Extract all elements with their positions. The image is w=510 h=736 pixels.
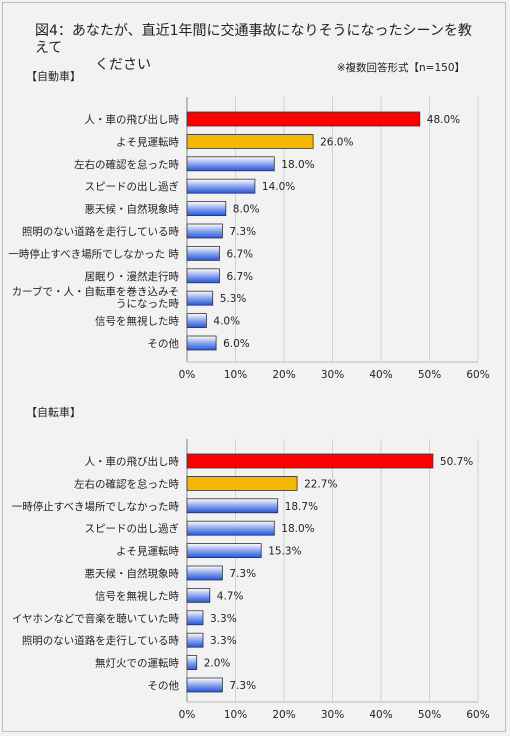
value-label: 50.7% (440, 456, 473, 468)
bar (186, 655, 198, 670)
bar (186, 520, 275, 536)
category-label: 居眠り・漫然走行時 (85, 270, 180, 283)
value-label: 48.0% (427, 114, 460, 126)
x-tick-label: 0% (179, 369, 196, 381)
value-label: 26.0% (320, 136, 353, 148)
category-label: よそ見運転時 (116, 136, 179, 148)
bar (186, 290, 214, 306)
chart-title-line2: ください (95, 57, 151, 73)
bar (186, 223, 223, 239)
x-tick-label: 30% (321, 709, 344, 721)
category-label: 信号を無視した時 (95, 589, 179, 602)
category-label: 照明のない道路を走行している時 (22, 225, 180, 238)
category-label: 人・車の飛び出し時 (85, 113, 180, 126)
bar (186, 245, 220, 261)
bar (186, 498, 279, 514)
x-tick-label: 40% (369, 709, 392, 721)
x-tick-label: 60% (466, 709, 489, 721)
bar (186, 133, 314, 149)
bar (186, 453, 434, 469)
bar (186, 111, 421, 127)
category-label: よそ見運転時 (116, 546, 179, 558)
value-label: 18.7% (285, 501, 318, 513)
category-label: その他 (148, 679, 180, 692)
bar (186, 156, 275, 172)
category-label: カーブで・人・自転車を巻き込みそうになった時 (12, 285, 180, 310)
x-tick-label: 10% (224, 369, 247, 381)
category-label: 一時停止すべき場所でしなかった 時 (8, 247, 179, 260)
value-label: 8.0% (233, 204, 260, 216)
category-label: 左右の確認を怠った時 (74, 158, 179, 171)
value-label: 18.0% (281, 523, 314, 535)
category-label: 無灯火での運転時 (95, 657, 179, 670)
category-label: 左右の確認を怠った時 (74, 477, 179, 490)
x-tick-label: 20% (272, 369, 295, 381)
bar (186, 610, 204, 626)
category-label: その他 (148, 337, 180, 350)
bar (186, 313, 207, 329)
section-label-car: 【自動車】 (26, 70, 81, 83)
sample-note: ※複数回答形式【n=150】 (336, 62, 465, 74)
value-label: 3.3% (210, 635, 237, 647)
bar (186, 178, 256, 194)
category-label: 悪天候・自然現象時 (85, 567, 180, 580)
bar (186, 335, 217, 351)
value-label: 5.3% (220, 293, 247, 305)
value-label: 7.3% (229, 226, 256, 238)
category-label: 信号を無視した時 (95, 315, 179, 328)
value-label: 4.0% (213, 316, 240, 328)
category-label: スピードの出し過ぎ (85, 180, 180, 193)
x-tick-label: 50% (418, 369, 441, 381)
bar (186, 543, 262, 558)
section-label-bicycle: 【自転車】 (26, 406, 81, 419)
value-label: 3.3% (210, 613, 237, 625)
value-label: 4.7% (217, 590, 244, 602)
value-label: 15.3% (268, 546, 301, 558)
value-label: 6.7% (226, 271, 253, 283)
value-label: 14.0% (262, 181, 295, 193)
x-tick-label: 10% (224, 709, 247, 721)
value-label: 6.0% (223, 338, 250, 350)
bar (186, 565, 223, 581)
x-tick-label: 40% (369, 369, 392, 381)
category-label: 照明のない道路を走行している時 (22, 634, 180, 647)
x-tick-label: 50% (418, 709, 441, 721)
bar (186, 677, 223, 693)
category-label: スピードの出し過ぎ (85, 522, 180, 535)
car-chart: 0% 10% 20% 30% 40% 50% 60% 48.0% 人・車の飛び出し時 26.0% よ… (8, 97, 490, 381)
bar (186, 588, 211, 603)
x-tick-label: 60% (466, 369, 489, 381)
value-label: 22.7% (304, 478, 337, 490)
category-label: 悪天候・自然現象時 (85, 203, 180, 216)
value-label: 18.0% (281, 159, 314, 171)
category-label: 一時停止すべき場所でしなかった時 (12, 500, 180, 513)
value-label: 2.0% (204, 658, 231, 670)
chart-title: 図4：あなたが、直近1年間に交通事故になりそうになったシーンを教えて ください (35, 23, 475, 74)
chart-title-line1: 図4：あなたが、直近1年間に交通事故になりそうになったシーンを教えて (35, 23, 472, 56)
category-label: 人・車の飛び出し時 (85, 455, 180, 468)
bar (186, 475, 298, 491)
bicycle-chart: 0% 10% 20% 30% 40% 50% 60% 50.7% 人・車の飛び出し時 22.7% 左… (12, 439, 490, 721)
value-label: 7.3% (229, 568, 256, 580)
bar (186, 268, 220, 284)
category-label: イヤホンなどで音楽を聴いていた時 (12, 612, 180, 625)
x-tick-label: 20% (272, 709, 295, 721)
bar (186, 632, 204, 648)
x-tick-label: 0% (179, 709, 196, 721)
value-label: 7.3% (229, 680, 256, 692)
bar (186, 201, 227, 217)
value-label: 6.7% (226, 248, 253, 260)
x-tick-label: 30% (321, 369, 344, 381)
